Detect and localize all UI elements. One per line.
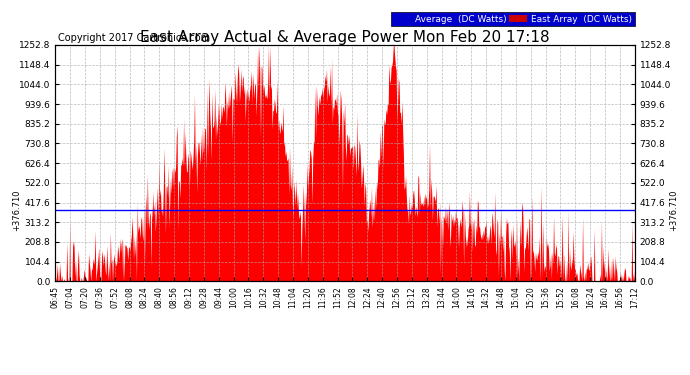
Text: Copyright 2017 Cartronics.com: Copyright 2017 Cartronics.com: [58, 33, 210, 43]
Text: +376.710: +376.710: [669, 189, 678, 231]
Legend: Average  (DC Watts), East Array  (DC Watts): Average (DC Watts), East Array (DC Watts…: [391, 12, 635, 26]
Title: East Array Actual & Average Power Mon Feb 20 17:18: East Array Actual & Average Power Mon Fe…: [140, 30, 550, 45]
Text: +376.710: +376.710: [12, 189, 21, 231]
